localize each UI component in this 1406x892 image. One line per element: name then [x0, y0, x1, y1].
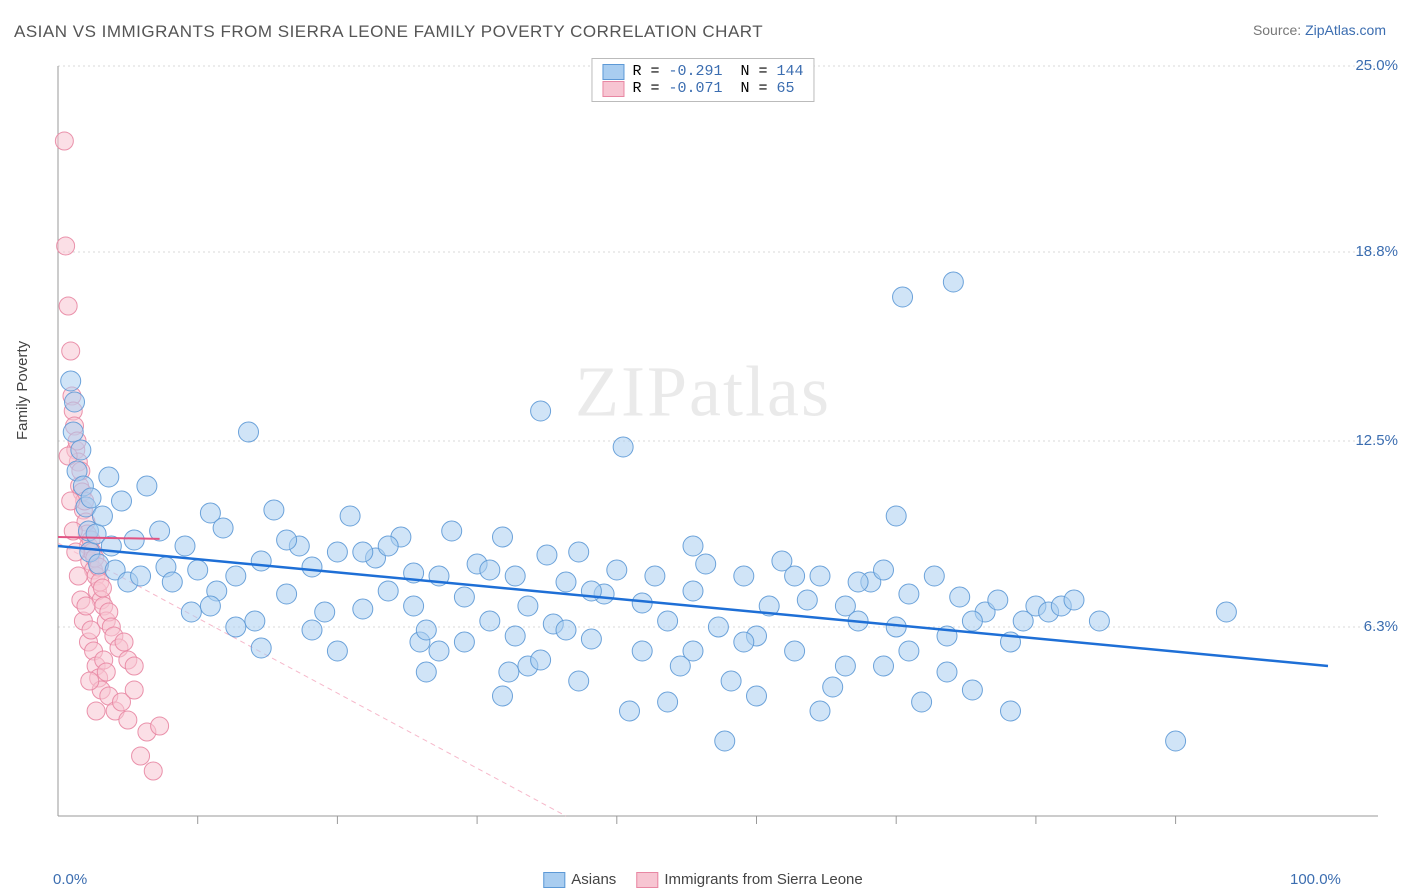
y-tick-label: 25.0% — [1355, 57, 1398, 74]
scatter-plot-svg — [48, 56, 1388, 836]
legend-swatch — [543, 872, 565, 888]
chart-area — [48, 56, 1388, 836]
series-legend: Asians Immigrants from Sierra Leone — [543, 871, 862, 888]
watermark: ZIPatlas — [575, 351, 831, 434]
source-label: Source: — [1253, 22, 1301, 38]
y-tick-label: 18.8% — [1355, 243, 1398, 260]
legend-correlation-row: R = -0.071 N = 65 — [602, 80, 803, 97]
legend-series-item: Immigrants from Sierra Leone — [636, 871, 862, 888]
correlation-legend: R = -0.291 N = 144R = -0.071 N = 65 — [591, 58, 814, 102]
source-link[interactable]: ZipAtlas.com — [1305, 22, 1386, 38]
chart-title: ASIAN VS IMMIGRANTS FROM SIERRA LEONE FA… — [14, 22, 763, 42]
y-tick-label: 6.3% — [1364, 618, 1398, 635]
legend-swatch — [602, 64, 624, 80]
x-tick-label: 100.0% — [1290, 871, 1341, 888]
legend-swatch — [602, 81, 624, 97]
legend-stats-text: R = -0.071 N = 65 — [632, 80, 794, 97]
legend-series-label: Immigrants from Sierra Leone — [664, 871, 862, 888]
source-attribution: Source: ZipAtlas.com — [1253, 22, 1386, 38]
y-axis-label: Family Poverty — [14, 341, 31, 440]
legend-series-label: Asians — [571, 871, 616, 888]
legend-correlation-row: R = -0.291 N = 144 — [602, 63, 803, 80]
legend-series-item: Asians — [543, 871, 616, 888]
x-tick-label: 0.0% — [53, 871, 87, 888]
y-tick-label: 12.5% — [1355, 432, 1398, 449]
legend-stats-text: R = -0.291 N = 144 — [632, 63, 803, 80]
legend-swatch — [636, 872, 658, 888]
